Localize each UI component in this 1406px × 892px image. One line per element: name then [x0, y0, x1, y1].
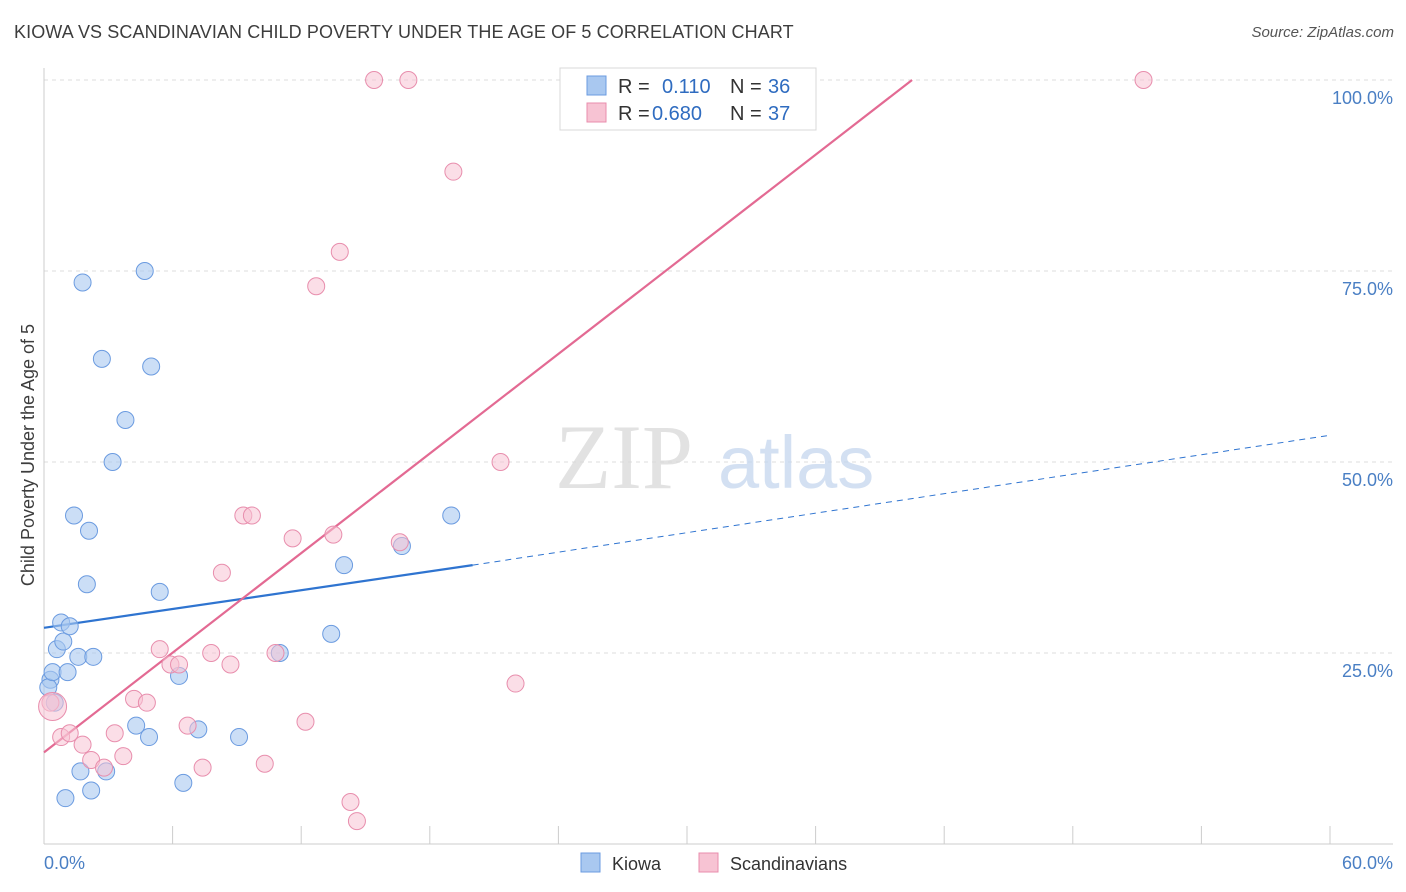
- scandinavian-point: [170, 655, 189, 674]
- kiowa-point: [135, 262, 154, 280]
- scandinavian-point: [347, 812, 366, 831]
- kiowa-n-label: N =: [730, 76, 762, 98]
- kiowa-point: [322, 624, 341, 643]
- scandinavian-point: [266, 644, 285, 662]
- watermark-zip: ZIP: [555, 406, 693, 508]
- stats-legend: R = 0.110 N = 36 R = 0.680 N = 37: [559, 67, 817, 131]
- kiowa-point: [116, 410, 135, 429]
- kiowa-point: [65, 506, 84, 525]
- scandinavian-point: [255, 754, 274, 773]
- scandinavian-point: [1134, 71, 1153, 89]
- bottom-legend-scandinavians: Scandinavians: [730, 854, 847, 874]
- scandinavian-point: [60, 724, 79, 743]
- kiowa-point: [150, 582, 169, 601]
- scandinavian-point: [202, 644, 221, 662]
- y-tick-labels: 100.0% 75.0% 50.0% 25.0%: [1332, 88, 1393, 681]
- scand-r-value: 0.680: [652, 103, 702, 125]
- x-tick-labels: 0.0% 60.0%: [44, 853, 1393, 873]
- kiowa-point: [140, 728, 159, 747]
- scandinavian-point: [221, 655, 240, 674]
- scand-legend-swatch: [586, 102, 607, 123]
- chart-source: Source: ZipAtlas.com: [1251, 24, 1394, 41]
- y-tick-25: 25.0%: [1342, 661, 1393, 681]
- scandinavian-point: [137, 693, 156, 712]
- scandinavian-point: [105, 724, 124, 743]
- chart-title: KIOWA VS SCANDINAVIAN CHILD POVERTY UNDE…: [14, 22, 794, 42]
- scandinavian-point: [150, 640, 169, 659]
- scandinavian-trend-line: [43, 79, 913, 754]
- kiowa-point: [103, 453, 122, 471]
- scandinavian-point: [212, 563, 231, 582]
- kiowa-point: [58, 663, 77, 682]
- y-tick-50: 50.0%: [1342, 470, 1393, 490]
- scandinavian-point: [193, 758, 212, 777]
- watermark-atlas: atlas: [718, 421, 874, 504]
- kiowa-point: [442, 506, 461, 525]
- kiowa-point: [80, 521, 99, 540]
- scandinavian-point: [390, 533, 409, 552]
- bottom-legend-kiowa-swatch: [580, 852, 601, 873]
- y-axis-label: Child Poverty Under the Age of 5: [18, 324, 38, 586]
- kiowa-point: [71, 762, 90, 781]
- scandinavian-point: [296, 712, 315, 731]
- scandinavian-point: [114, 747, 133, 766]
- kiowa-point: [73, 273, 92, 292]
- scand-n-label: N =: [730, 103, 762, 125]
- kiowa-point: [142, 357, 161, 376]
- scand-r-label: R =: [618, 103, 650, 125]
- kiowa-point: [69, 647, 88, 666]
- kiowa-point: [92, 349, 111, 368]
- kiowa-r-label: R =: [618, 76, 650, 98]
- kiowa-point: [77, 575, 96, 594]
- scandinavian-point: [330, 242, 349, 261]
- data-points: [38, 71, 1153, 831]
- kiowa-point: [82, 781, 101, 800]
- scandinavian-point: [38, 691, 68, 721]
- kiowa-point: [43, 663, 62, 682]
- scandinavian-point: [365, 71, 384, 89]
- kiowa-point: [84, 647, 103, 666]
- bottom-legend-scand-swatch: [698, 852, 719, 873]
- kiowa-r-value: 0.110: [662, 76, 711, 98]
- kiowa-n-value: 36: [768, 76, 790, 98]
- watermark: ZIP atlas: [555, 406, 874, 508]
- x-tick-60: 60.0%: [1342, 853, 1393, 873]
- kiowa-point: [56, 789, 75, 808]
- scand-n-value: 37: [768, 103, 790, 125]
- scandinavian-point: [178, 716, 197, 735]
- kiowa-trend-line: [43, 564, 473, 629]
- bottom-legend: Kiowa Scandinavians: [580, 852, 847, 874]
- scandinavian-point: [341, 792, 360, 811]
- scandinavian-point: [491, 453, 510, 471]
- scandinavian-point: [73, 735, 92, 754]
- scandinavian-point: [283, 529, 302, 548]
- trend-lines: [43, 79, 1331, 754]
- scandinavian-point: [444, 162, 463, 181]
- kiowa-point: [60, 617, 79, 636]
- kiowa-point: [174, 773, 193, 792]
- y-tick-75: 75.0%: [1342, 279, 1393, 299]
- kiowa-point: [230, 728, 249, 747]
- scandinavian-point: [95, 758, 114, 777]
- scandinavian-point: [324, 525, 343, 544]
- scandinavian-point: [506, 674, 525, 693]
- scandinavian-point: [307, 277, 326, 296]
- kiowa-trend-extension: [472, 434, 1331, 566]
- bottom-legend-kiowa: Kiowa: [612, 854, 662, 874]
- x-tick-0: 0.0%: [44, 853, 85, 873]
- scandinavian-point: [242, 506, 261, 525]
- scandinavian-point: [399, 71, 418, 89]
- y-tick-100: 100.0%: [1332, 88, 1393, 108]
- kiowa-point: [335, 556, 354, 575]
- kiowa-point: [54, 632, 73, 651]
- kiowa-point: [127, 716, 146, 735]
- kiowa-legend-swatch: [586, 75, 607, 96]
